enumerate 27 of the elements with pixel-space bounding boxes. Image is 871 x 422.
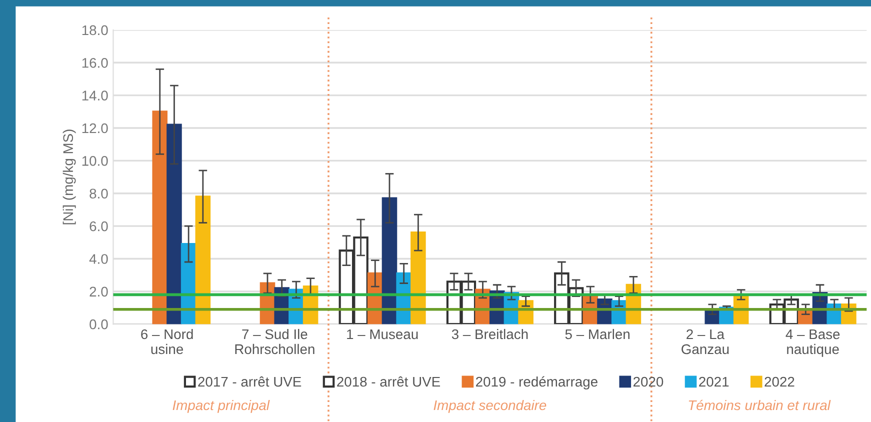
y-tick-label: 12.0: [82, 123, 108, 134]
x-tick-label: 1 – Museau: [347, 329, 418, 340]
y-tick-label: 14.0: [82, 90, 108, 100]
y-tick-label: 6.0: [90, 221, 108, 232]
text: Impact secondaire: [434, 400, 546, 413]
legend-label: 2019 - redémarrage: [476, 376, 598, 390]
y-axis-title: [Ni] (mg/kg MS): [62, 130, 76, 224]
text: Impact principal: [172, 400, 270, 413]
legend-label: 2017 - arrêt UVE: [198, 376, 302, 387]
y-tick-label: 8.0: [90, 188, 108, 199]
x-tick-label: 7 – Sud Ile Rohrschollen: [235, 328, 314, 354]
legend-label: 2020: [633, 376, 664, 387]
x-tick-label: 2 – La Ganzau: [682, 329, 729, 354]
legend-label: 2022: [764, 376, 794, 387]
legend-label: 2018 - arrêt UVE: [337, 376, 440, 387]
y-tick-label: 4.0: [89, 254, 108, 264]
x-tick-label: 5 – Marlen: [565, 328, 630, 340]
text: Témoins urbain et rural: [688, 400, 831, 410]
y-tick-label: 10.0: [82, 156, 108, 166]
y-tick-label: 0.0: [90, 319, 108, 330]
x-tick-label: 3 – Breitlach: [452, 328, 528, 340]
y-tick-label: 18.0: [82, 25, 108, 36]
x-tick-label: 4 – Base nautique: [786, 329, 840, 357]
x-tick-label: 6 – Nord usine: [141, 328, 193, 354]
legend-label: 2021: [699, 376, 729, 387]
y-tick-label: 16.0: [82, 58, 108, 68]
y-tick-label: 2.0: [90, 286, 108, 297]
